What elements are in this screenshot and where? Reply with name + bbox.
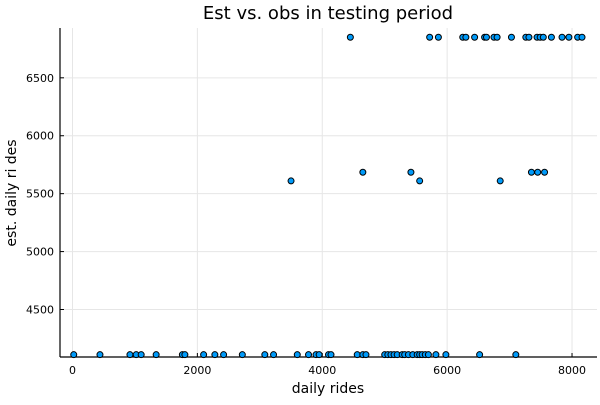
scatter-point [181, 351, 189, 359]
scatter-point [512, 351, 520, 359]
scatter-point [261, 351, 269, 359]
y-axis-label: est. daily ri des [4, 139, 20, 246]
scatter-point [315, 351, 323, 359]
x-tick-label: 8000 [558, 364, 586, 377]
scatter-point [126, 351, 134, 359]
scatter-point [200, 351, 208, 359]
y-tick-label: 6000 [26, 130, 54, 143]
x-tick-label: 0 [69, 364, 76, 377]
scatter-point [482, 33, 490, 41]
scatter-point [359, 168, 367, 176]
scatter-point [507, 33, 515, 41]
chart-title: Est vs. obs in testing period [203, 3, 453, 24]
scatter-point [305, 351, 313, 359]
scatter-point [558, 33, 566, 41]
scatter-point [353, 351, 361, 359]
x-tick-label: 2000 [183, 364, 211, 377]
y-tick-label: 5500 [26, 188, 54, 201]
scatter-point [442, 351, 450, 359]
scatter-point [578, 33, 586, 41]
scatter-point [565, 33, 573, 41]
y-tick-label: 6500 [26, 72, 54, 85]
scatter-point [493, 33, 501, 41]
x-tick-label: 4000 [308, 364, 336, 377]
scatter-point [462, 33, 470, 41]
scatter-point [270, 351, 278, 359]
y-tick-label: 4500 [26, 304, 54, 317]
scatter-point [137, 351, 145, 359]
scatter-point [96, 351, 104, 359]
scatter-point [525, 33, 533, 41]
scatter-point [476, 351, 484, 359]
scatter-point [362, 351, 370, 359]
scatter-point [287, 177, 295, 185]
scatter-point [541, 168, 549, 176]
scatter-point [293, 351, 301, 359]
scatter-point [534, 168, 542, 176]
scatter-point [539, 33, 547, 41]
scatter-point [238, 351, 246, 359]
y-tick-label: 5000 [26, 246, 54, 259]
tick-layer: 0 2000 4000 6000 8000 4500 5000 5500 6000 6500 [26, 72, 586, 377]
grid-layer [60, 28, 597, 357]
scatter-point [220, 351, 228, 359]
scatter-point [70, 351, 78, 359]
scatter-point [327, 351, 335, 359]
x-axis-label: daily rides [292, 381, 364, 397]
scatter-point [424, 351, 432, 359]
scatter-point [496, 177, 504, 185]
scatter-point [407, 168, 415, 176]
scatter-point [152, 351, 160, 359]
scatter-point [471, 33, 479, 41]
scatter-point [346, 33, 354, 41]
scatter-point [211, 351, 219, 359]
scatter-point [547, 33, 555, 41]
scatter-point [434, 33, 442, 41]
scatter-point [416, 177, 424, 185]
scatter-point [527, 168, 535, 176]
scatter-point [432, 351, 440, 359]
x-tick-label: 6000 [433, 364, 461, 377]
points-layer [70, 33, 586, 359]
scatter-point [426, 33, 434, 41]
